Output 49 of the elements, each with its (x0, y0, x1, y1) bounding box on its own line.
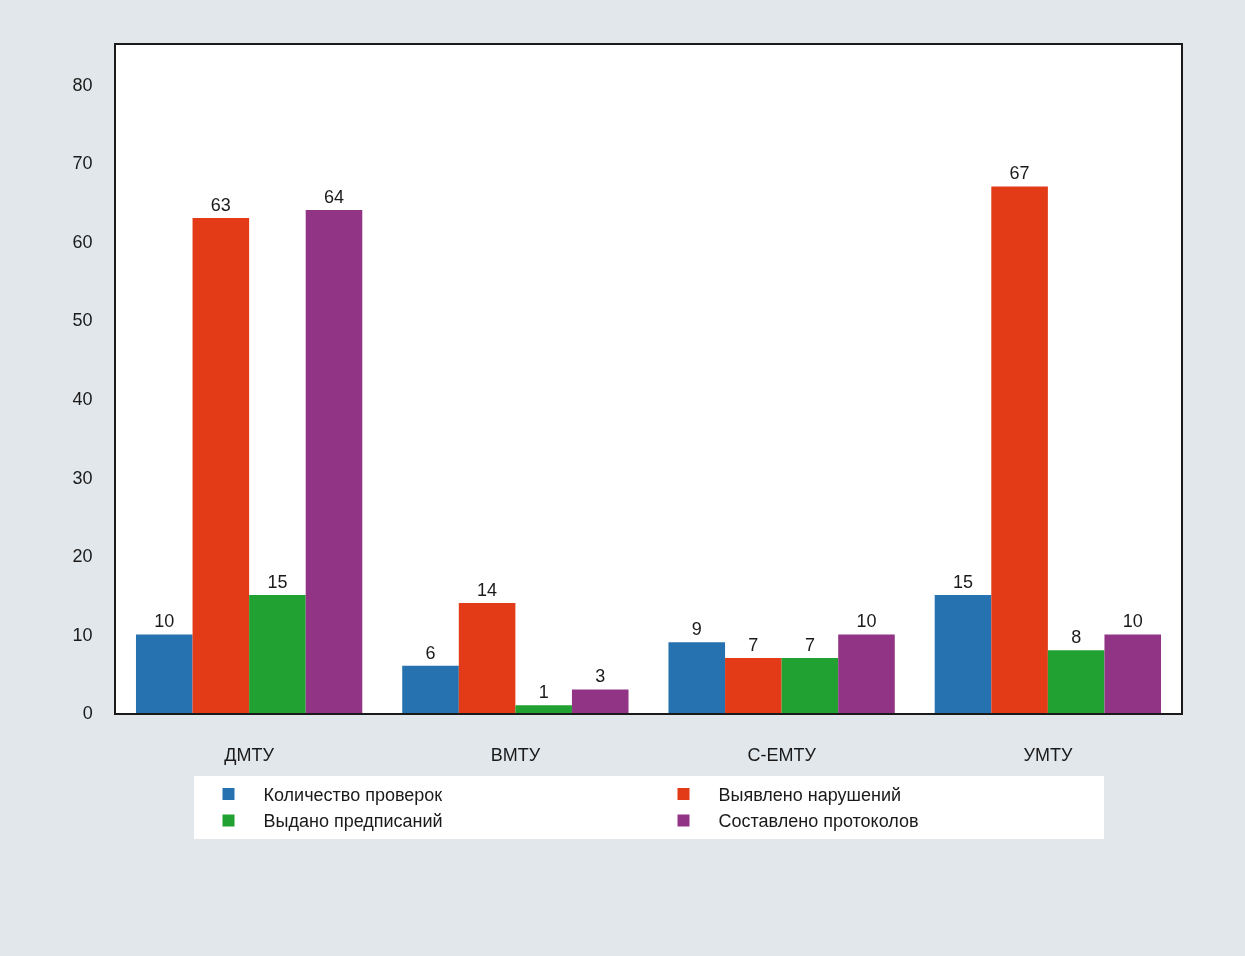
legend-label: Количество проверок (263, 785, 443, 806)
bar (249, 595, 306, 713)
bar (515, 705, 572, 713)
data-label: 8 (1071, 627, 1082, 648)
y-tick-label: 0 (82, 703, 93, 724)
legend-label: Выдано предписаний (263, 811, 443, 832)
data-label: 10 (856, 611, 877, 632)
bar (135, 634, 193, 713)
data-label: 15 (952, 572, 974, 593)
bar (838, 634, 895, 713)
data-label: 7 (804, 634, 815, 655)
bar (571, 689, 629, 713)
y-tick-label: 30 (72, 467, 93, 488)
y-tick-label: 50 (72, 310, 93, 331)
x-tick-label: ДМТУ (224, 745, 275, 766)
bar (991, 186, 1048, 713)
data-label: 3 (595, 666, 606, 687)
data-label: 67 (1009, 163, 1030, 184)
data-label: 64 (323, 187, 345, 208)
data-label: 7 (748, 634, 759, 655)
data-label: 15 (267, 572, 288, 593)
y-tick-label: 40 (72, 388, 93, 409)
bar (1104, 634, 1162, 713)
data-label: 6 (425, 642, 436, 663)
bar (668, 642, 726, 713)
data-label: 9 (691, 619, 702, 640)
bar (934, 595, 992, 713)
bar (1047, 650, 1105, 713)
bar (781, 657, 839, 713)
y-tick-label: 70 (72, 153, 93, 174)
bar (458, 602, 516, 713)
y-tick-label: 20 (72, 546, 93, 567)
bar (725, 657, 782, 713)
data-label: 14 (477, 579, 498, 600)
bar (305, 210, 363, 713)
y-tick-label: 10 (72, 624, 93, 645)
legend-label: Составлено протоколов (718, 811, 919, 832)
data-label: 10 (154, 611, 175, 632)
bar (402, 665, 459, 713)
bar (192, 217, 250, 713)
x-tick-label: ВМТУ (490, 745, 541, 766)
x-tick-label: С-ЕМТУ (747, 745, 817, 766)
legend-label: Выявлено нарушений (718, 785, 902, 806)
y-tick-label: 80 (72, 74, 93, 95)
data-label: 1 (538, 682, 549, 703)
data-label: 63 (210, 194, 231, 215)
x-tick-label: УМТУ (1023, 745, 1073, 766)
data-label: 10 (1122, 611, 1143, 632)
y-tick-label: 60 (72, 231, 93, 252)
